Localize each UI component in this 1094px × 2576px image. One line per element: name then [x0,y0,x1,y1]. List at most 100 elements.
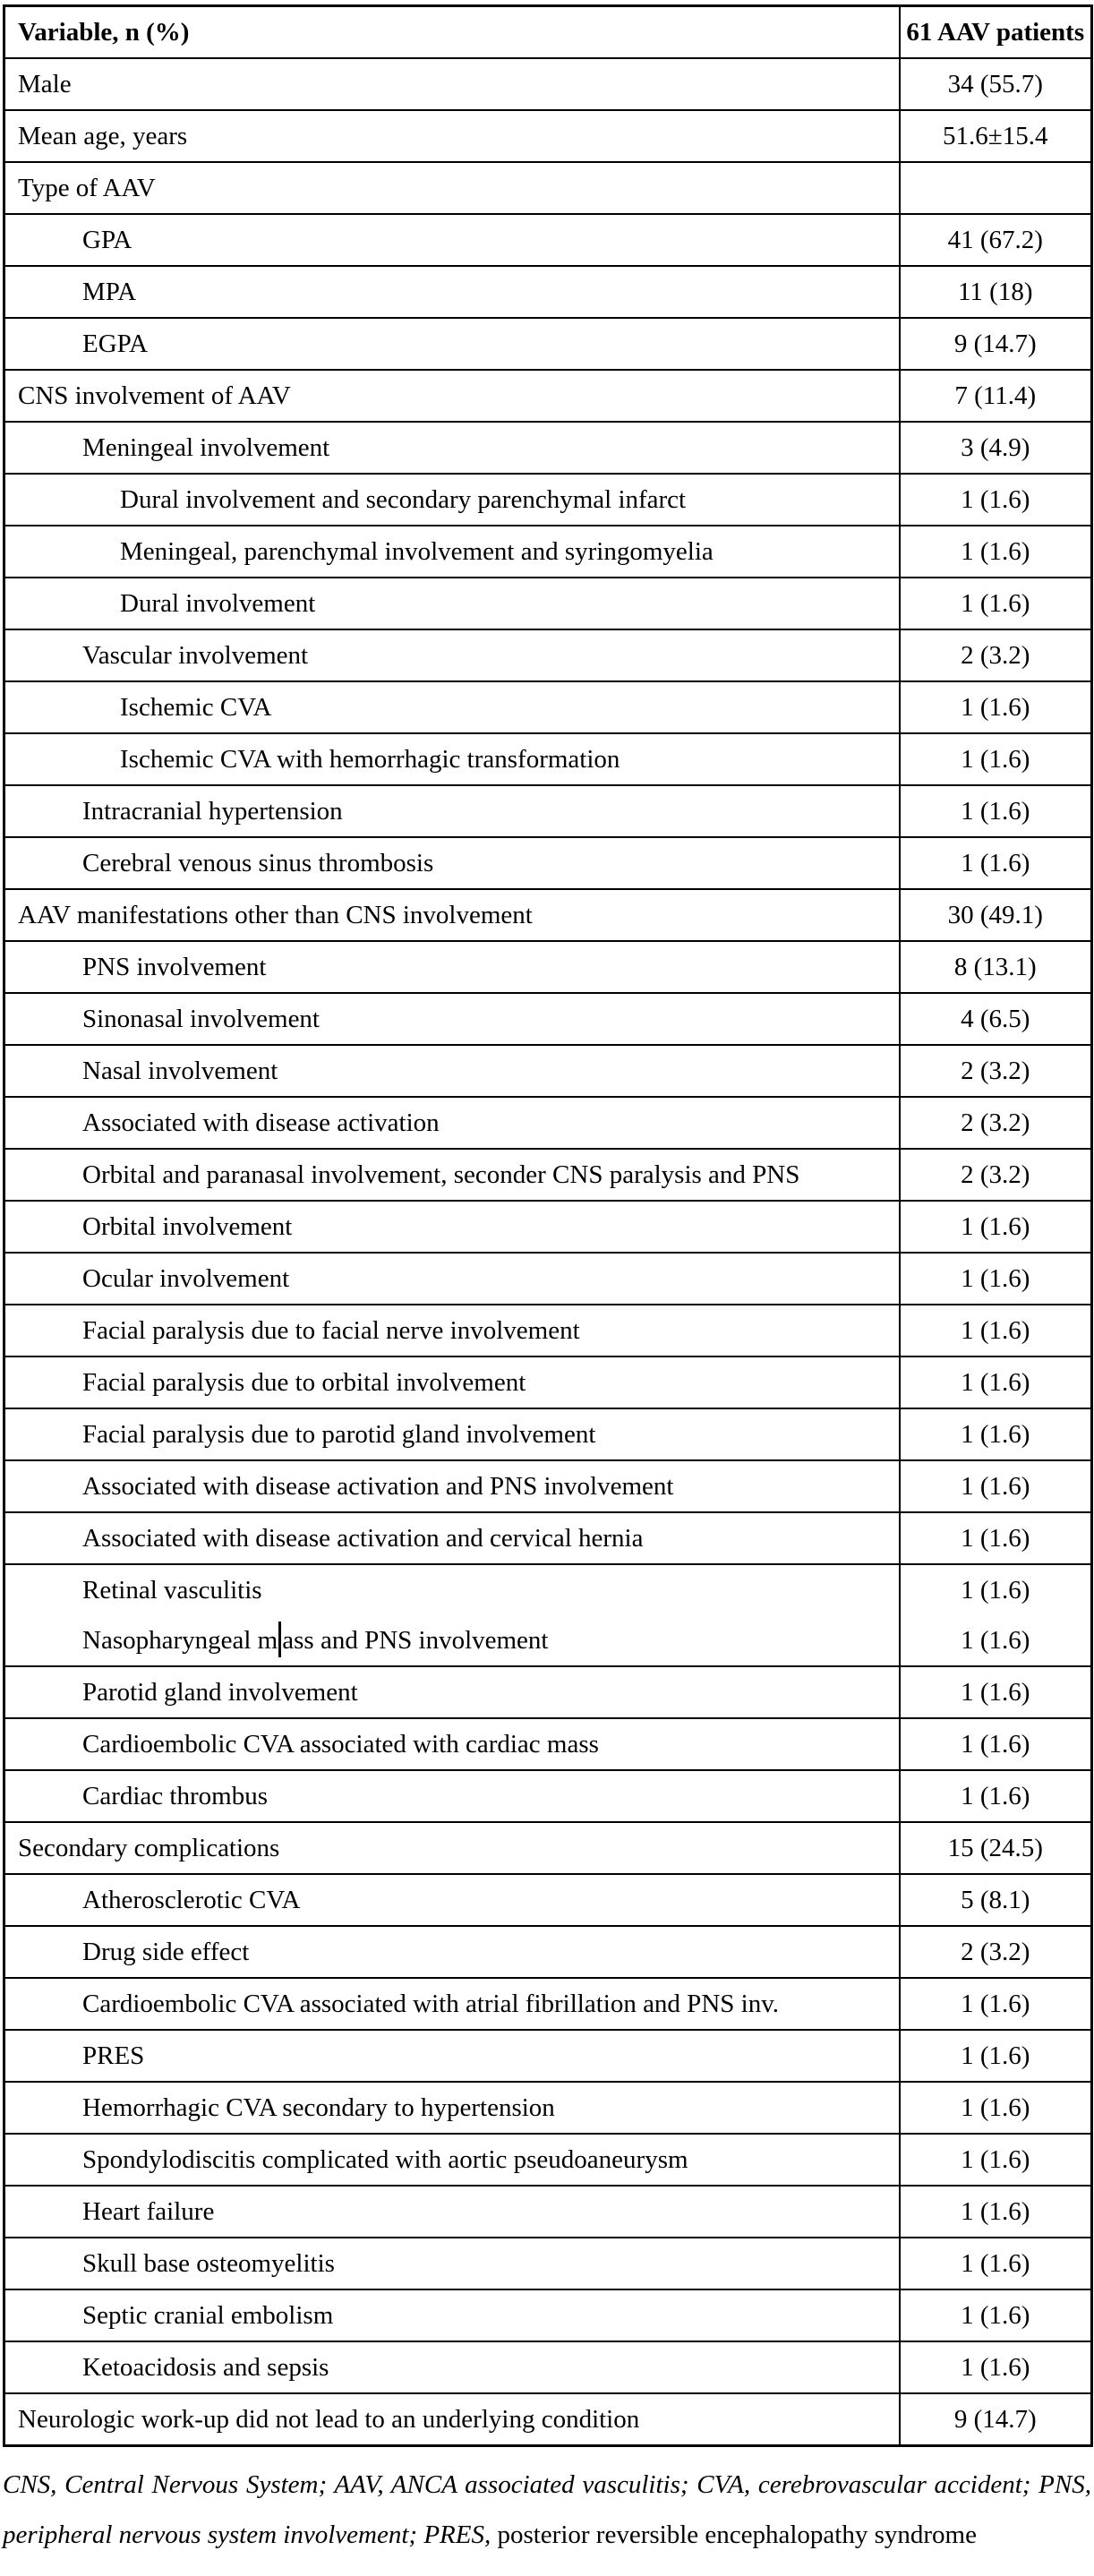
row-value-cell: 1 (1.6) [898,1769,1093,1823]
row-label-cell: Skull base osteomyelitis [3,2237,901,2290]
row-label-cell: Cardiac thrombus [3,1769,901,1823]
row-label-cell: Sinonasal involvement [3,992,901,1046]
table-row: Cardiac thrombus 1 (1.6) [3,1769,1093,1823]
table-row: Atherosclerotic CVA 5 (8.1) [3,1873,1093,1927]
row-value-cell: 2 (3.2) [898,629,1093,682]
table-row: GPA 41 (67.2) [3,213,1093,267]
table-row: Secondary complications 15 (24.5) [3,1821,1093,1875]
row-label-cell: PRES [3,2029,901,2083]
row-label-cell: Nasopharyngeal m ass and PNS involvement [3,1615,901,1667]
table-row: Meningeal, parenchymal involvement and s… [3,525,1093,578]
row-value-cell: 1 (1.6) [898,2029,1093,2083]
row-value-cell: 1 (1.6) [898,1459,1093,1513]
table-row: MPA 11 (18) [3,265,1093,319]
row-value-cell: 8 (13.1) [898,940,1093,994]
row-label-cell: Facial paralysis due to orbital involvem… [3,1356,901,1409]
row-label-cell: Ischemic CVA [3,680,901,734]
row-value-cell: 7 (11.4) [898,369,1093,423]
row-label-cell: Heart failure [3,2185,901,2238]
row-value-cell: 1 (1.6) [898,2133,1093,2187]
table-row: Parotid gland involvement 1 (1.6) [3,1665,1093,1719]
row-value-cell [898,161,1093,215]
row-value-cell: 1 (1.6) [898,680,1093,734]
text-cursor [278,1622,282,1658]
row-label-cell: Neurologic work-up did not lead to an un… [3,2392,901,2447]
row-label-cell: Vascular involvement [3,629,901,682]
row-label-cell: PNS involvement [3,940,901,994]
row-label-cell: MPA [3,265,901,319]
header-patients-column: 61 AAV patients [898,4,1093,59]
table-row: Orbital involvement 1 (1.6) [3,1200,1093,1254]
row-value-cell: 1 (1.6) [898,1200,1093,1254]
table-row: Cardioembolic CVA associated with cardia… [3,1717,1093,1771]
row-label-cell: Type of AAV [3,161,901,215]
row-value-cell: 34 (55.7) [898,57,1093,111]
row-value-cell: 1 (1.6) [898,1977,1093,2031]
row-label-cell: Facial paralysis due to parotid gland in… [3,1408,901,1461]
row-value-cell: 1 (1.6) [898,1563,1093,1616]
table-row: Orbital and paranasal involvement, secon… [3,1148,1093,1202]
row-label-cell: Cardioembolic CVA associated with cardia… [3,1717,901,1771]
row-label-cell: Intracranial hypertension [3,784,901,838]
row-label-cell: Facial paralysis due to facial nerve inv… [3,1304,901,1357]
footnote-abbreviations-italic: CNS, Central Nervous System; AAV, ANCA a… [3,2470,1091,2549]
row-value-cell: 1 (1.6) [898,1252,1093,1305]
table-row: Facial paralysis due to facial nerve inv… [3,1304,1093,1357]
row-value-cell: 5 (8.1) [898,1873,1093,1927]
row-value-cell: 30 (49.1) [898,888,1093,942]
row-label-cell: Retinal vasculitis [3,1563,901,1616]
row-label-cell: Orbital and paranasal involvement, secon… [3,1148,901,1202]
table-row: Meningeal involvement 3 (4.9) [3,421,1093,475]
table-row: Cardioembolic CVA associated with atrial… [3,1977,1093,2031]
table-row: CNS involvement of AAV 7 (11.4) [3,369,1093,423]
row-label-cell: EGPA [3,317,901,371]
row-value-cell: 1 (1.6) [898,784,1093,838]
row-label-cell: CNS involvement of AAV [3,369,901,423]
table-row: PRES 1 (1.6) [3,2029,1093,2083]
table-row: EGPA 9 (14.7) [3,317,1093,371]
table-row: Associated with disease activation and c… [3,1511,1093,1565]
row-value-cell: 1 (1.6) [898,2341,1093,2394]
row-value-cell: 1 (1.6) [898,1304,1093,1357]
row-value-cell: 15 (24.5) [898,1821,1093,1875]
row-label-cell: Drug side effect [3,1925,901,1979]
abbreviations-footnote: CNS, Central Nervous System; AAV, ANCA a… [3,2460,1091,2560]
row-label-cell: Ischemic CVA with hemorrhagic transforma… [3,732,901,786]
table-row: Dural involvement and secondary parenchy… [3,473,1093,526]
row-value-cell: 1 (1.6) [898,2081,1093,2135]
row-value-cell: 1 (1.6) [898,836,1093,890]
table-row: Septic cranial embolism 1 (1.6) [3,2289,1093,2342]
row-label-cell: Associated with disease activation and c… [3,1511,901,1565]
header-variable-column: Variable, n (%) [3,4,901,59]
table-row: AAV manifestations other than CNS involv… [3,888,1093,942]
row-label-cell: Hemorrhagic CVA secondary to hypertensio… [3,2081,901,2135]
row-label-cell: Spondylodiscitis complicated with aortic… [3,2133,901,2187]
row-label-cell: Septic cranial embolism [3,2289,901,2342]
row-label-cell: Ocular involvement [3,1252,901,1305]
table-row: Type of AAV [3,161,1093,215]
row-value-cell: 1 (1.6) [898,1356,1093,1409]
table-row: Hemorrhagic CVA secondary to hypertensio… [3,2081,1093,2135]
row-label-cell: Associated with disease activation [3,1096,901,1150]
row-value-cell: 1 (1.6) [898,1511,1093,1565]
table-row: Ocular involvement 1 (1.6) [3,1252,1093,1305]
table-row: Mean age, years 51.6±15.4 [3,109,1093,163]
row-label-cell: Parotid gland involvement [3,1665,901,1719]
row-value-cell: 1 (1.6) [898,1408,1093,1461]
row-value-cell: 9 (14.7) [898,2392,1093,2447]
row-label-cell: AAV manifestations other than CNS involv… [3,888,901,942]
row-label-cell: Dural involvement and secondary parenchy… [3,473,901,526]
table-row: Associated with disease activation and P… [3,1459,1093,1513]
row-value-cell: 1 (1.6) [898,2289,1093,2342]
table-row: Facial paralysis due to parotid gland in… [3,1408,1093,1461]
row-label-cell: GPA [3,213,901,267]
row-value-cell: 1 (1.6) [898,577,1093,630]
row-value-cell: 2 (3.2) [898,1044,1093,1098]
row-value-cell: 4 (6.5) [898,992,1093,1046]
table-row: Nasopharyngeal m ass and PNS involvement 1… [3,1615,1093,1667]
table-row: Male 34 (55.7) [3,57,1093,111]
table-row: Neurologic work-up did not lead to an un… [3,2392,1093,2447]
row-value-cell: 1 (1.6) [898,732,1093,786]
table-row: Heart failure 1 (1.6) [3,2185,1093,2238]
